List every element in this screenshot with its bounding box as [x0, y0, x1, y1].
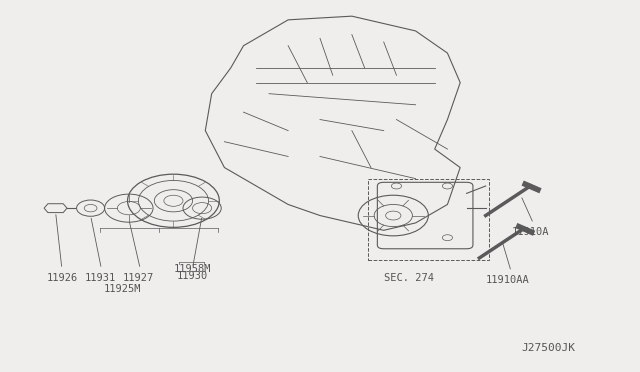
Text: J27500JK: J27500JK: [521, 343, 575, 353]
Text: 11931: 11931: [84, 273, 116, 283]
Text: 11930: 11930: [177, 271, 208, 281]
Text: SEC. 274: SEC. 274: [384, 273, 434, 283]
Text: 11926: 11926: [46, 273, 77, 283]
Text: 11925M: 11925M: [104, 284, 141, 294]
Text: 11958M: 11958M: [174, 263, 211, 273]
Text: 11910AA: 11910AA: [486, 275, 530, 285]
Text: 11927: 11927: [123, 273, 154, 283]
Text: 11910A: 11910A: [511, 227, 549, 237]
